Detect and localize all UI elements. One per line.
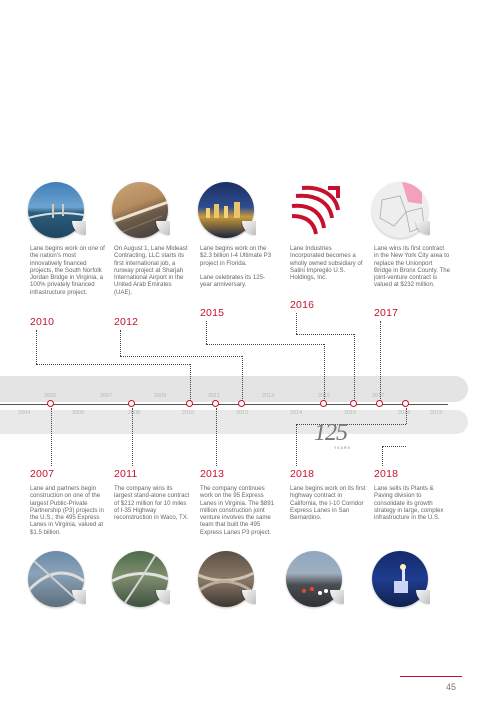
timeline-tick: 2004 (18, 410, 31, 416)
event-year: 2010 (30, 316, 55, 328)
timeline-tick: 2006 (72, 410, 85, 416)
page-curl-icon (156, 590, 170, 604)
page-curl-icon (242, 590, 256, 604)
event-description: Lane wins its first contract in the New … (374, 245, 450, 289)
connector-line (406, 408, 407, 424)
timeline-node (320, 400, 327, 407)
page-curl-icon (416, 221, 430, 235)
event-year: 2017 (374, 307, 399, 319)
event-description: Lane sells its Plants & Paving division … (374, 485, 444, 522)
timeline-node (47, 400, 54, 407)
nyc-map (372, 182, 428, 238)
event-description: On August 1, Lane Mideast Contracting, L… (114, 245, 188, 296)
connector-line (354, 334, 355, 401)
connector-line (36, 364, 190, 365)
event-year: 2012 (114, 316, 139, 328)
connector-line (296, 424, 406, 425)
timeline-node (402, 400, 409, 407)
timeline-tick: 2008 (128, 410, 141, 416)
event-description: The company continues work on the 95 Exp… (200, 485, 274, 536)
event-year: 2013 (200, 468, 225, 480)
connector-line (382, 446, 383, 466)
event-year: 2011 (114, 468, 138, 480)
timeline-upper-band (0, 376, 468, 402)
connector-line (132, 408, 133, 466)
event-year: 2018 (374, 468, 399, 480)
timeline-tick: 2019 (430, 410, 443, 416)
timeline-node (376, 400, 383, 407)
timeline-tick: 2016 (344, 410, 357, 416)
timeline-tick: 2005 (44, 393, 57, 399)
timeline-tick: 2007 (100, 393, 113, 399)
connector-line (51, 408, 52, 466)
anniversary-number: 125 (314, 420, 348, 446)
timeline-tick: 2017 (372, 393, 385, 399)
connector-line (216, 408, 217, 466)
connector-line (382, 446, 406, 447)
timeline-tick: 2010 (182, 410, 195, 416)
anniversary-word: YEARS (334, 446, 351, 450)
event-year: 2016 (290, 299, 315, 311)
timeline-tick: 2011 (208, 393, 220, 399)
connector-line (206, 321, 207, 344)
timeline-tick: 2014 (290, 410, 303, 416)
event-description: Lane Industries Incorporated becomes a w… (290, 245, 363, 282)
timeline-node (186, 400, 193, 407)
connector-line (190, 364, 191, 401)
page-curl-icon (242, 221, 256, 235)
event-description: The company wins its largest stand-alone… (114, 485, 190, 522)
timeline-tick: 2018 (398, 410, 411, 416)
event-year: 2007 (30, 468, 55, 480)
page-curl-icon (72, 221, 86, 235)
timeline-node (350, 400, 357, 407)
timeline-axis-line (0, 404, 448, 405)
connector-line (206, 344, 324, 345)
bridge-photo (28, 182, 84, 238)
connector-line (36, 330, 37, 364)
page-curl-icon (416, 590, 430, 604)
timeline-node (238, 400, 245, 407)
event-description: Lane begins work on its first highway co… (290, 485, 366, 522)
salini-impregilo-logo (288, 182, 344, 238)
event-description: Lane begins work on the $2.3 billion I-4… (200, 245, 272, 289)
runway-aerial-photo (112, 182, 168, 238)
page-curl-icon (156, 221, 170, 235)
connector-line (120, 356, 242, 357)
connector-line (120, 330, 121, 356)
event-year: 2015 (200, 307, 225, 319)
footer-rule (400, 676, 462, 677)
connector-line (324, 344, 325, 401)
page-curl-icon (330, 590, 344, 604)
connector-line (380, 321, 381, 401)
connector-line (296, 334, 354, 335)
timeline-lower-band (0, 410, 468, 434)
event-year: 2018 (290, 468, 315, 480)
timeline-tick: 2013 (262, 393, 275, 399)
page-number: 45 (446, 682, 457, 692)
connector-line (296, 313, 297, 334)
page-curl-icon (72, 590, 86, 604)
timeline-node (128, 400, 135, 407)
event-description: Lane begins work on one of the nation’s … (30, 245, 105, 296)
connector-line (296, 424, 297, 466)
connector-line (242, 356, 243, 401)
timeline-tick: 2012 (236, 410, 249, 416)
timeline-tick: 2009 (154, 393, 167, 399)
timeline-node (212, 400, 219, 407)
event-description: Lane and partners begin construction on … (30, 485, 104, 536)
